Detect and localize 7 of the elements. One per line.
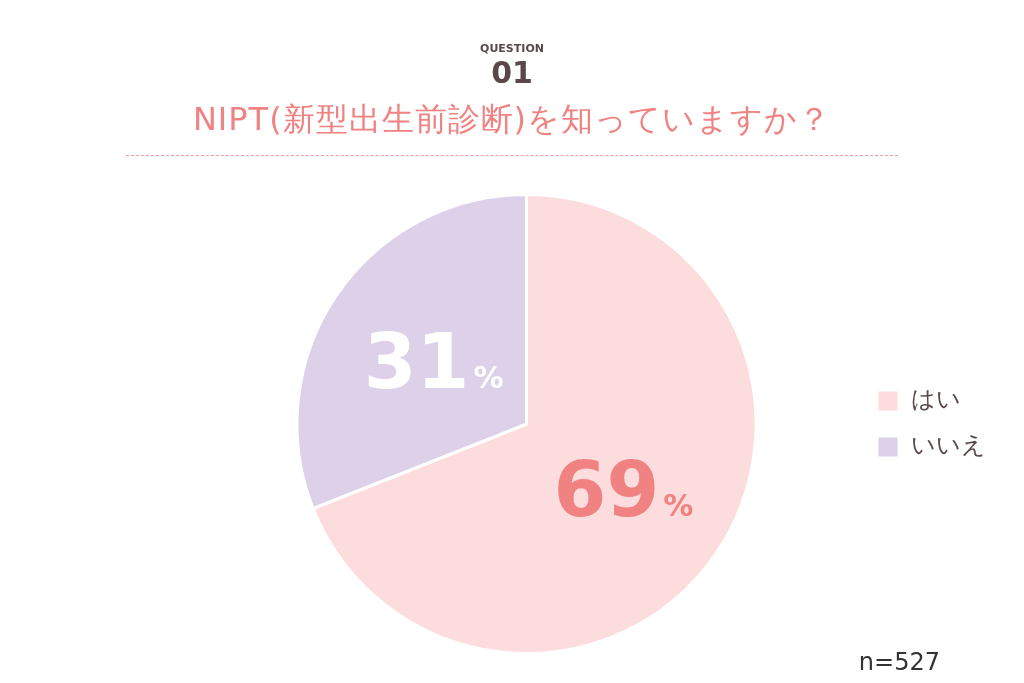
data-label: 69%	[553, 445, 694, 535]
legend-label: はい	[911, 385, 961, 414]
text: n=527	[858, 648, 940, 676]
text: 01	[490, 55, 534, 90]
chart-title: NIPT(新型出生前診断)を知っていますか？	[191, 99, 833, 140]
legend-label: いいえ	[911, 431, 986, 460]
text: QUESTION	[479, 42, 545, 56]
